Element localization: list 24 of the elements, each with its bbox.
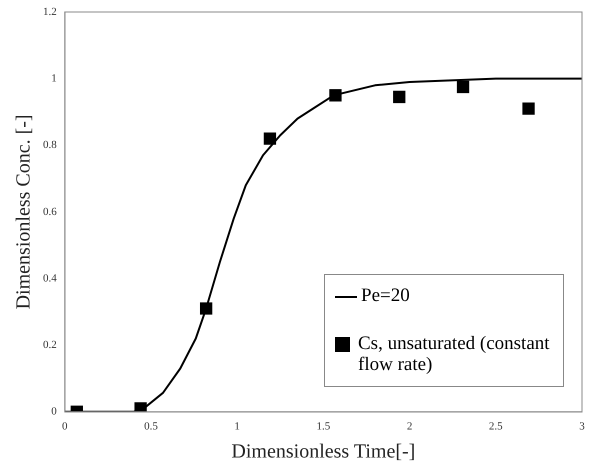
x-tick-label: 0.5 <box>144 420 158 432</box>
y-tick-label: 1.2 <box>43 6 57 18</box>
point <box>200 302 212 315</box>
y-tick-label: 0.6 <box>43 206 58 218</box>
x-tick-label: 1 <box>234 420 240 432</box>
legend-label: Cs, unsaturated (constant flow rate) <box>358 332 551 376</box>
x-tick-label: 2.5 <box>488 420 504 432</box>
x-tick-label: 2 <box>406 420 412 432</box>
y-tick-label: 0 <box>51 406 58 418</box>
legend-label: Pe=20 <box>361 284 410 307</box>
point <box>456 80 470 94</box>
x-axis-title: Dimensionless Time[-] <box>231 440 416 462</box>
x-tick-label: 0 <box>62 420 68 432</box>
point <box>522 102 535 115</box>
y-tick-label: 0.4 <box>43 272 58 284</box>
x-tick-label: 3 <box>579 420 586 432</box>
y-tick-label: 0.2 <box>43 339 57 352</box>
x-tick-label: 1.5 <box>316 420 331 432</box>
y-axis-title: Dimensionless Conc. [-] <box>12 114 34 310</box>
point <box>329 89 342 102</box>
point <box>264 132 276 145</box>
y-tick-label: 1 <box>51 72 57 85</box>
point <box>393 90 406 104</box>
y-tick-label: 0.8 <box>43 139 58 152</box>
